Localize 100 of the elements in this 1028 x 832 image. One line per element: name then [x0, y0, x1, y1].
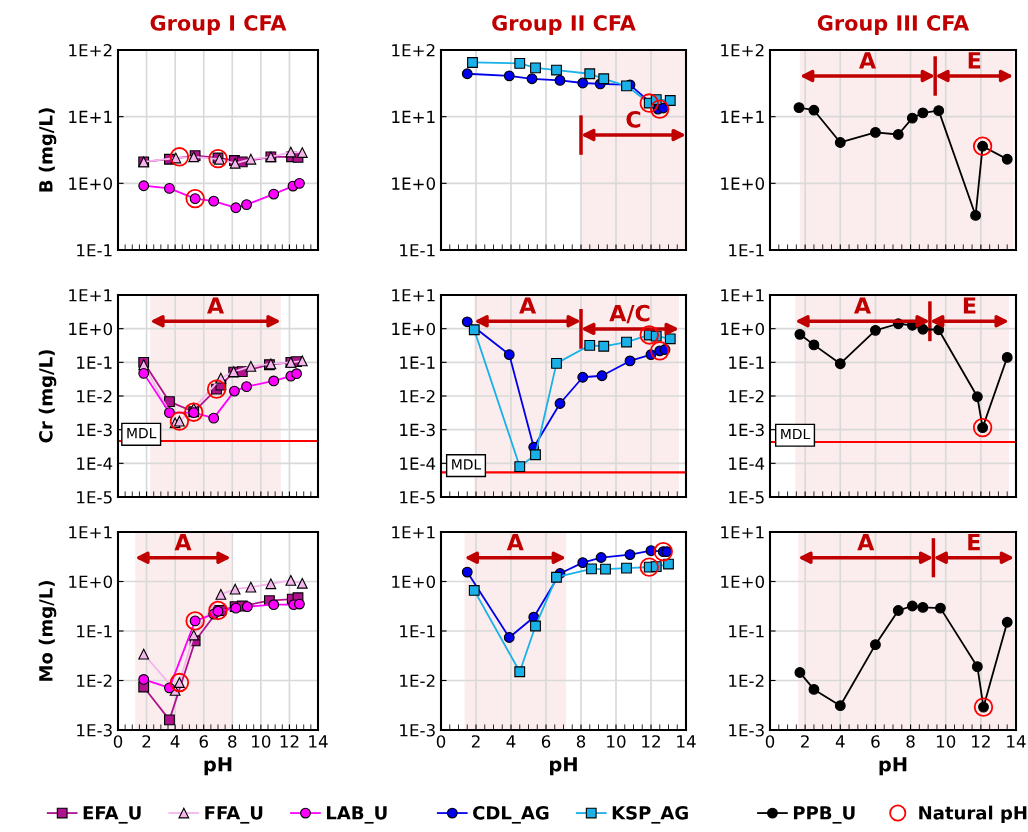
y-tick-label: 1E+0 [69, 177, 113, 190]
chart-title: Group I CFA [150, 15, 287, 35]
y-tick-label: 1E+0 [721, 322, 765, 336]
x-tick-label: 12 [972, 735, 990, 748]
band-label: A [174, 533, 192, 551]
x-tick-label: 4 [170, 735, 180, 748]
y-tick-label: 1E-2 [400, 674, 435, 687]
y-tick-label: 1E-1 [729, 244, 764, 257]
chart-title: Group III CFA [817, 15, 970, 35]
band-label: A [859, 52, 877, 69]
x-tick-label: 6 [871, 735, 880, 748]
y-axis-title: B (mg/L) [38, 108, 57, 192]
y-axis-title: Mo (mg/L) [38, 581, 57, 681]
legend-label: Natural pH [919, 805, 1027, 824]
ref-line-label: MDL [781, 428, 811, 440]
x-tick-label: 14 [1007, 735, 1026, 748]
y-tick-label: 1E+1 [392, 110, 435, 123]
y-tick-label: 1E-2 [77, 674, 112, 687]
y-tick-label: 1E+1 [392, 526, 435, 539]
y-tick-label: 1E+1 [392, 289, 435, 302]
y-tick-label: 1E-3 [729, 723, 764, 737]
x-axis-title: pH [879, 757, 907, 776]
y-tick-label: 1E+0 [721, 575, 765, 589]
y-tick-label: 1E-3 [77, 723, 112, 737]
band-label: C [626, 110, 641, 128]
y-tick-label: 1E-1 [400, 244, 435, 257]
legend-label: CDL_AG [473, 805, 549, 824]
y-tick-label: 1E+1 [69, 526, 112, 539]
y-tick-label: 1E-3 [729, 423, 764, 437]
chart-title: Group II CFA [492, 15, 636, 35]
y-tick-label: 1E-1 [77, 356, 112, 369]
band-label: E [963, 297, 976, 314]
x-tick-label: 10 [936, 735, 956, 748]
y-tick-label: 1E+0 [721, 177, 765, 190]
x-tick-label: 14 [677, 735, 696, 748]
band-label: E [968, 533, 980, 551]
x-tick-label: 0 [113, 735, 123, 748]
ref-line-label: MDL [452, 459, 482, 470]
legend-label: PPB_U [793, 806, 855, 824]
y-tick-label: 1E+0 [392, 177, 436, 190]
legend-label: KSP_AG [612, 805, 688, 824]
y-tick-label: 1E+1 [721, 526, 764, 539]
y-tick-label: 1E+1 [721, 110, 764, 123]
y-tick-label: 1E+1 [69, 110, 112, 123]
y-tick-label: 1E-5 [400, 491, 435, 504]
band-label: A [854, 297, 871, 314]
x-tick-label: 8 [228, 735, 237, 748]
x-tick-label: 0 [436, 735, 446, 748]
y-tick-label: 1E+2 [392, 43, 435, 57]
y-tick-label: 1E-1 [400, 625, 435, 638]
y-tick-label: 1E-1 [77, 244, 112, 257]
x-tick-label: 8 [906, 735, 915, 748]
x-tick-label: 2 [471, 735, 480, 748]
legend-label: EFA_U [83, 806, 141, 824]
x-tick-label: 10 [252, 735, 271, 748]
ref-line-label: MDL [127, 428, 157, 439]
band-label: A [519, 297, 537, 314]
y-tick-label: 1E+2 [721, 43, 764, 57]
y-axis-title: Cr (mg/L) [38, 350, 57, 443]
x-tick-label: 4 [835, 735, 845, 748]
y-tick-label: 1E-2 [400, 389, 435, 403]
y-tick-label: 1E-1 [77, 625, 112, 638]
y-tick-label: 1E+0 [69, 575, 113, 589]
y-tick-label: 1E-3 [400, 423, 435, 437]
band-label: A [857, 533, 875, 551]
y-tick-label: 1E-3 [400, 723, 435, 737]
y-tick-label: 1E+0 [392, 322, 436, 336]
band-label: A/C [609, 304, 650, 324]
band-label: A [506, 533, 524, 551]
y-tick-label: 1E-5 [77, 491, 112, 504]
y-tick-label: 1E-4 [729, 457, 765, 470]
legend-label: LAB_U [326, 806, 387, 824]
y-tick-label: 1E-5 [729, 491, 764, 504]
y-tick-label: 1E+2 [69, 43, 112, 57]
y-tick-label: 1E-1 [400, 356, 435, 369]
y-tick-label: 1E-2 [729, 674, 764, 687]
x-tick-label: 2 [142, 735, 151, 748]
band-label: E [968, 52, 981, 69]
y-tick-label: 1E-2 [729, 389, 764, 403]
band-label: A [207, 297, 224, 314]
x-tick-label: 6 [541, 735, 551, 748]
y-tick-label: 1E-3 [77, 423, 112, 437]
y-tick-label: 1E-4 [77, 457, 113, 470]
y-tick-label: 1E-2 [77, 389, 112, 403]
y-tick-label: 1E-4 [400, 457, 436, 470]
x-tick-label: 4 [506, 735, 516, 748]
x-tick-label: 2 [801, 735, 809, 748]
x-tick-label: 12 [280, 735, 299, 748]
y-tick-label: 1E+0 [392, 575, 436, 589]
x-axis-title: pH [204, 757, 232, 776]
x-tick-label: 8 [576, 735, 586, 748]
y-tick-label: 1E+1 [721, 289, 764, 302]
x-tick-label: 10 [607, 735, 626, 748]
x-tick-label: 12 [642, 735, 660, 748]
x-tick-label: 14 [309, 735, 328, 748]
y-tick-label: 1E+0 [69, 322, 113, 336]
y-tick-label: 1E-1 [729, 625, 764, 638]
x-axis-title: pH [550, 757, 577, 776]
x-tick-label: 0 [765, 735, 775, 748]
y-tick-label: 1E+1 [69, 289, 112, 302]
